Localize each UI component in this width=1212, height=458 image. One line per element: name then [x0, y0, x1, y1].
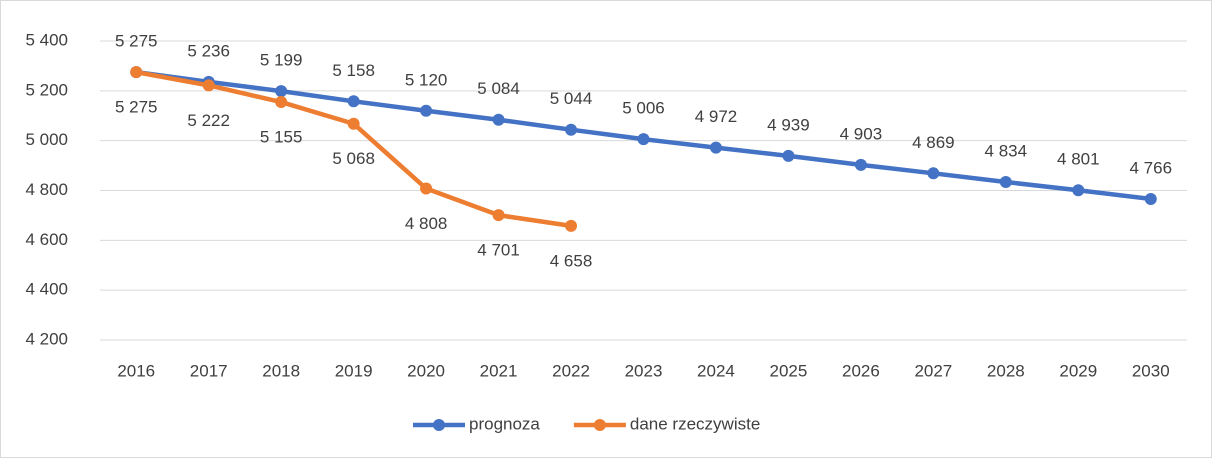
data-label: 4 939: [767, 115, 810, 134]
x-tick-label: 2030: [1132, 361, 1170, 380]
marker: [130, 66, 143, 79]
data-label: 5 275: [115, 32, 158, 51]
data-label: 4 903: [840, 124, 883, 143]
y-tick-label: 5 000: [25, 130, 68, 149]
data-label: 5 120: [405, 70, 448, 89]
y-tick-label: 5 400: [25, 30, 68, 49]
marker: [275, 85, 288, 98]
x-tick-label: 2023: [625, 361, 663, 380]
marker: [782, 149, 795, 162]
x-tick-label: 2016: [117, 361, 155, 380]
data-label: 5 275: [115, 98, 158, 117]
x-tick-label: 2026: [842, 361, 880, 380]
y-tick-label: 4 600: [25, 230, 68, 249]
x-tick-label: 2028: [987, 361, 1025, 380]
marker: [709, 141, 722, 154]
legend-label: dane rzeczywiste: [630, 414, 760, 433]
data-label: 4 972: [695, 107, 738, 126]
x-tick-label: 2020: [407, 361, 445, 380]
data-label: 4 808: [405, 214, 448, 233]
data-label: 4 766: [1129, 158, 1172, 177]
legend-marker: [593, 419, 606, 431]
data-label: 5 222: [187, 111, 230, 130]
marker: [565, 219, 578, 232]
marker: [637, 133, 650, 146]
y-tick-label: 4 800: [25, 180, 68, 199]
marker: [420, 182, 433, 195]
marker: [347, 95, 360, 108]
marker: [854, 158, 867, 171]
data-label: 5 199: [260, 51, 303, 70]
x-tick-label: 2022: [552, 361, 590, 380]
marker: [420, 104, 433, 117]
x-tick-label: 2018: [262, 361, 300, 380]
marker: [1072, 184, 1085, 197]
marker: [492, 113, 505, 126]
data-label: 5 084: [477, 79, 520, 98]
legend-label: prognoza: [469, 414, 540, 433]
marker: [927, 167, 940, 180]
data-label: 4 701: [477, 241, 520, 260]
data-label: 5 044: [550, 89, 593, 108]
x-tick-label: 2017: [190, 361, 228, 380]
data-label: 4 658: [550, 251, 593, 270]
x-tick-label: 2027: [914, 361, 952, 380]
marker: [347, 117, 360, 130]
data-label: 5 236: [187, 41, 230, 60]
marker: [999, 176, 1012, 189]
data-label: 5 068: [332, 149, 375, 168]
data-label: 5 155: [260, 128, 303, 147]
marker: [492, 209, 505, 222]
marker: [565, 123, 578, 136]
y-tick-label: 5 200: [25, 80, 68, 99]
marker: [275, 96, 288, 109]
x-tick-label: 2021: [480, 361, 518, 380]
data-label: 4 834: [985, 142, 1028, 161]
data-label: 5 158: [332, 61, 375, 80]
marker: [1144, 192, 1157, 205]
y-tick-label: 4 200: [25, 329, 68, 348]
data-label: 4 869: [912, 133, 955, 152]
x-tick-label: 2025: [770, 361, 808, 380]
legend-marker: [433, 419, 445, 431]
x-tick-label: 2024: [697, 361, 735, 380]
data-label: 4 801: [1057, 150, 1100, 169]
x-tick-label: 2029: [1059, 361, 1097, 380]
data-label: 5 006: [622, 99, 665, 118]
x-tick-label: 2019: [335, 361, 373, 380]
y-tick-label: 4 400: [25, 280, 68, 299]
marker: [202, 79, 215, 92]
